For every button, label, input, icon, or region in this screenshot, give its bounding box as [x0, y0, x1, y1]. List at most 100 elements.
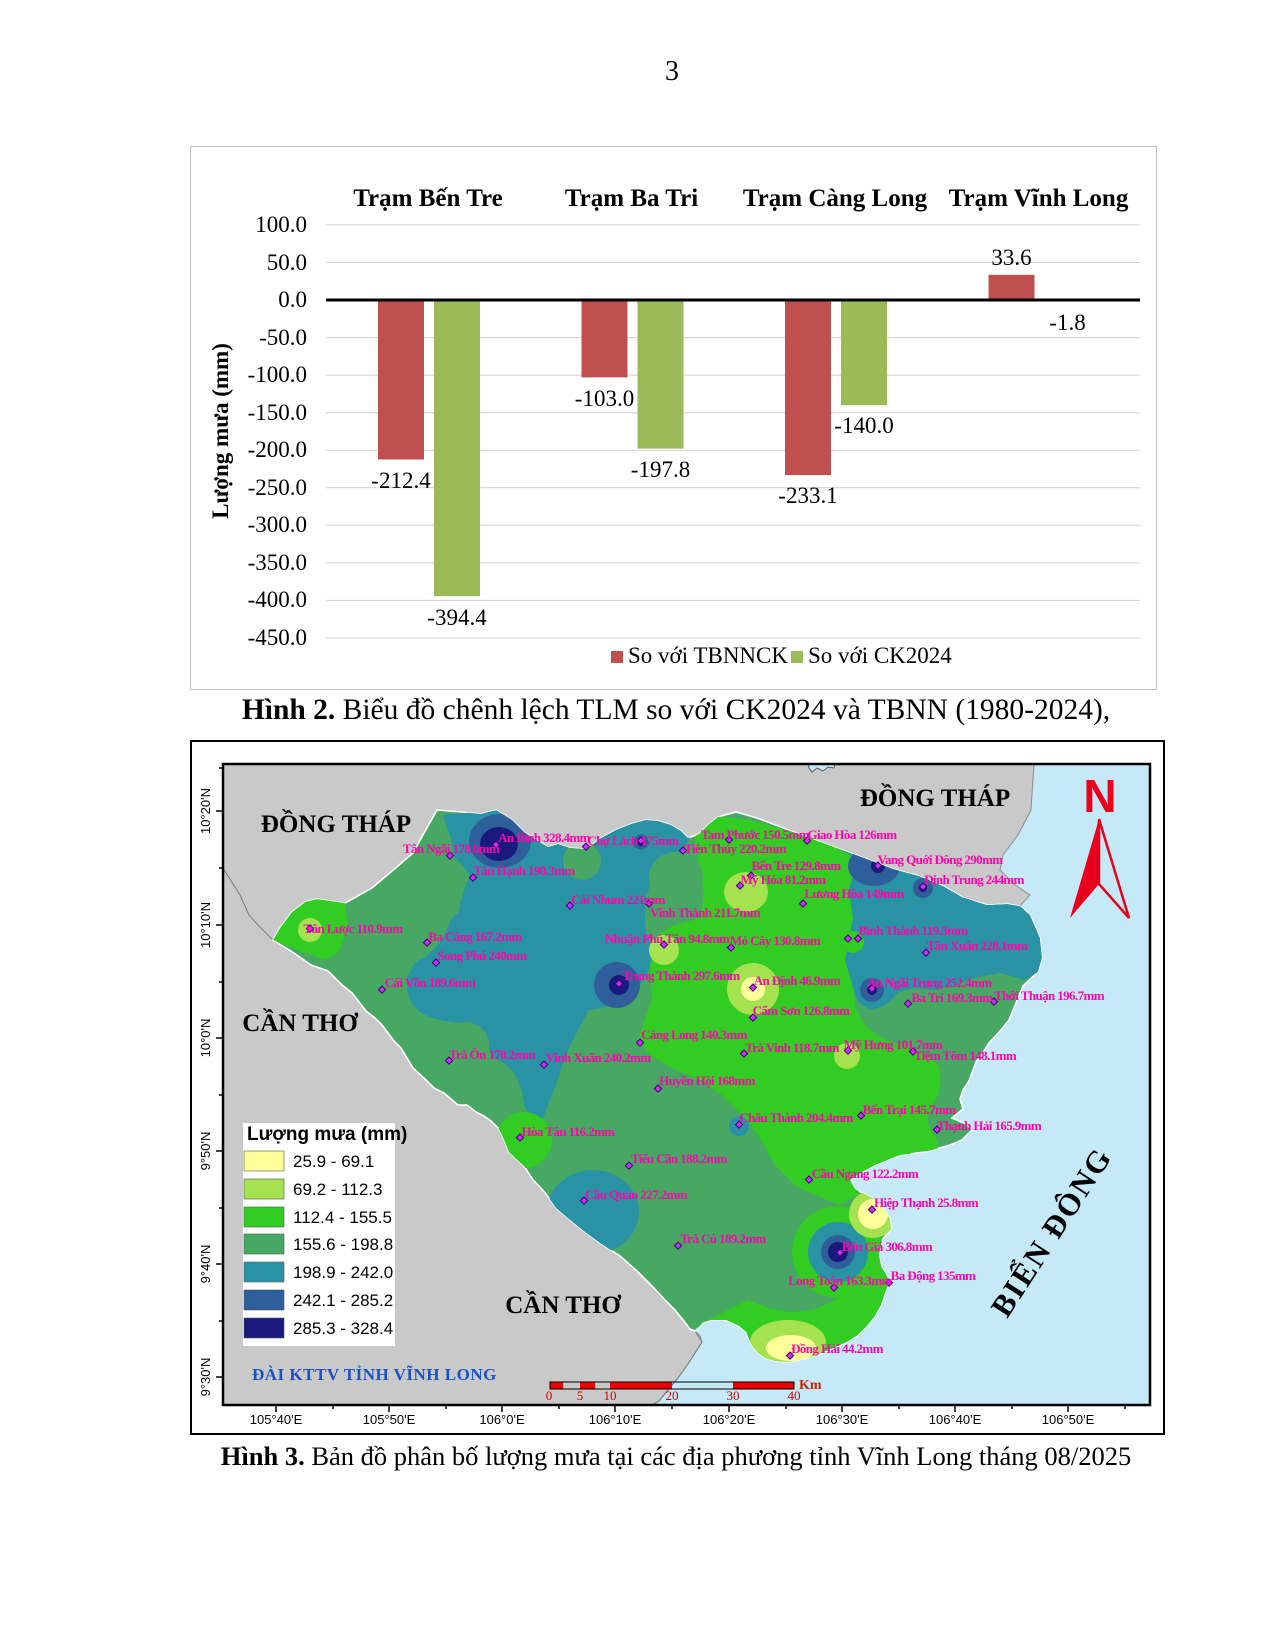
svg-text:Cái Nhum 221mm: Cái Nhum 221mm [571, 892, 665, 907]
svg-text:Ba Càng 167.2mm: Ba Càng 167.2mm [428, 929, 522, 944]
svg-text:Huyền Hội 168mm: Huyền Hội 168mm [659, 1073, 755, 1088]
svg-text:N: N [1083, 770, 1116, 822]
svg-text:5: 5 [577, 1388, 584, 1403]
svg-text:10°20'N: 10°20'N [198, 788, 213, 834]
svg-text:-400.0: -400.0 [248, 587, 307, 612]
svg-text:Cái Vồn 189.6mm: Cái Vồn 189.6mm [385, 975, 477, 990]
svg-text:Cầu Ngang 122.2mm: Cầu Ngang 122.2mm [812, 1166, 919, 1181]
svg-text:Thới Thuận 196.7mm: Thới Thuận 196.7mm [994, 988, 1105, 1003]
svg-text:An Bình 328.4mm: An Bình 328.4mm [498, 830, 591, 845]
svg-text:Giao Hòa 126mm: Giao Hòa 126mm [807, 827, 897, 842]
svg-text:Trạm Ba Tri: Trạm Ba Tri [565, 185, 698, 212]
svg-text:Bình Thành 119.3mm: Bình Thành 119.3mm [858, 923, 968, 938]
svg-text:106°30'E: 106°30'E [816, 1412, 869, 1427]
svg-text:ĐÀI KTTV TỈNH VĨNH LONG: ĐÀI KTTV TỈNH VĨNH LONG [252, 1365, 497, 1384]
svg-text:An Ngãi Trung 252.4mm: An Ngãi Trung 252.4mm [867, 975, 993, 990]
svg-text:Lương Hòa 149mm: Lương Hòa 149mm [804, 886, 904, 901]
svg-text:Ba Tri 169.3mm: Ba Tri 169.3mm [911, 990, 993, 1005]
svg-text:-212.4: -212.4 [371, 468, 431, 493]
svg-text:106°0'E: 106°0'E [479, 1412, 525, 1427]
svg-text:Km: Km [799, 1378, 822, 1393]
svg-text:Tân Ngãi 178.6mm: Tân Ngãi 178.6mm [403, 841, 500, 856]
svg-text:Lượng mưa (mm): Lượng mưa (mm) [247, 1124, 407, 1145]
svg-text:30: 30 [727, 1388, 740, 1403]
svg-text:Mỹ Hưng 101.7mm: Mỹ Hưng 101.7mm [844, 1037, 944, 1052]
svg-text:Bến Giá 306.8mm: Bến Giá 306.8mm [842, 1239, 933, 1254]
svg-text:Trà Cú 189.2mm: Trà Cú 189.2mm [680, 1231, 766, 1246]
svg-text:105°40'E: 105°40'E [250, 1412, 303, 1427]
svg-text:106°50'E: 106°50'E [1042, 1412, 1095, 1427]
svg-text:25.9 - 69.1: 25.9 - 69.1 [293, 1152, 374, 1171]
svg-text:106°10'E: 106°10'E [589, 1412, 642, 1427]
svg-text:Vang Quới Đông 290mm: Vang Quới Đông 290mm [877, 852, 1003, 867]
svg-text:Tân Lược 110.9mm: Tân Lược 110.9mm [304, 921, 404, 936]
svg-text:Cầu Quan 227.2mm: Cầu Quan 227.2mm [585, 1187, 688, 1202]
svg-text:242.1 - 285.2: 242.1 - 285.2 [293, 1291, 393, 1310]
svg-text:0: 0 [546, 1388, 553, 1403]
svg-text:Trạm Càng Long: Trạm Càng Long [743, 185, 928, 212]
svg-text:Mỏ Cày 130.8mm: Mỏ Cày 130.8mm [730, 933, 821, 948]
svg-text:-140.0: -140.0 [834, 413, 893, 438]
svg-text:106°40'E: 106°40'E [929, 1412, 982, 1427]
svg-text:Bến Trại 145.7mm: Bến Trại 145.7mm [863, 1102, 957, 1117]
svg-text:9°50'N: 9°50'N [198, 1132, 213, 1171]
svg-text:69.2 - 112.3: 69.2 - 112.3 [293, 1180, 382, 1199]
svg-text:0.0: 0.0 [278, 287, 307, 312]
svg-text:Định Trung 244mm: Định Trung 244mm [924, 872, 1024, 887]
svg-text:Trà Vinh 118.7mm: Trà Vinh 118.7mm [745, 1040, 840, 1055]
svg-text:CẦN THƠ: CẦN THƠ [505, 1290, 621, 1319]
svg-text:ĐỒNG THÁP: ĐỒNG THÁP [261, 809, 411, 838]
svg-text:-1.8: -1.8 [1049, 310, 1085, 335]
svg-text:Hòa Tân 116.2mm: Hòa Tân 116.2mm [522, 1124, 616, 1139]
svg-text:9°30'N: 9°30'N [198, 1358, 213, 1397]
svg-text:50.0: 50.0 [267, 250, 307, 275]
svg-text:Mỹ Hóa 81.2mm: Mỹ Hóa 81.2mm [741, 872, 827, 887]
svg-text:-197.8: -197.8 [631, 457, 690, 482]
svg-text:Tân Hạnh 190.3mm: Tân Hạnh 190.3mm [473, 863, 575, 878]
svg-text:20: 20 [666, 1388, 679, 1403]
svg-text:Bến Tre 129.8mm: Bến Tre 129.8mm [752, 858, 842, 873]
svg-text:-50.0: -50.0 [259, 325, 307, 350]
svg-text:10°10'N: 10°10'N [198, 902, 213, 948]
svg-text:Trà Ôn 170.2mm: Trà Ôn 170.2mm [449, 1047, 536, 1062]
svg-text:Cẩm Sơn 126.8mm: Cẩm Sơn 126.8mm [753, 1003, 851, 1018]
svg-text:Tiên Thủy 220.2mm: Tiên Thủy 220.2mm [684, 841, 786, 856]
svg-text:-300.0: -300.0 [248, 512, 307, 537]
svg-text:-450.0: -450.0 [248, 625, 307, 650]
svg-text:Tam Phước 150.5mm: Tam Phước 150.5mm [701, 827, 810, 842]
svg-text:CẦN THƠ: CẦN THƠ [242, 1008, 358, 1037]
svg-text:So với TBNNCK: So với TBNNCK [628, 643, 788, 668]
svg-text:106°20'E: 106°20'E [703, 1412, 756, 1427]
svg-text:155.6 - 198.8: 155.6 - 198.8 [293, 1235, 393, 1254]
svg-text:9°40'N: 9°40'N [198, 1245, 213, 1284]
svg-text:-350.0: -350.0 [248, 550, 307, 575]
svg-text:Chợ Lách 175mm: Chợ Lách 175mm [587, 833, 679, 848]
svg-text:Vĩnh Xuân 240.2mm: Vĩnh Xuân 240.2mm [545, 1050, 651, 1065]
svg-text:Trung Thành 297.6mm: Trung Thành 297.6mm [622, 968, 740, 983]
svg-text:285.3 - 328.4: 285.3 - 328.4 [293, 1319, 393, 1338]
svg-text:Trạm Vĩnh Long: Trạm Vĩnh Long [949, 185, 1129, 212]
svg-text:Đồng Hải 44.2mm: Đồng Hải 44.2mm [791, 1341, 884, 1356]
svg-text:10°0'N: 10°0'N [198, 1019, 213, 1058]
svg-text:Vĩnh Thành 211.7mm: Vĩnh Thành 211.7mm [650, 905, 761, 920]
svg-text:Hiệp Thạnh 25.8mm: Hiệp Thạnh 25.8mm [874, 1195, 979, 1210]
svg-text:10: 10 [604, 1388, 617, 1403]
svg-text:Nhuận Phú Tân 94.8mm: Nhuận Phú Tân 94.8mm [605, 931, 730, 946]
svg-text:33.6: 33.6 [991, 245, 1031, 270]
svg-text:198.9 - 242.0: 198.9 - 242.0 [293, 1263, 393, 1282]
svg-text:Thạnh Hải 165.9mm: Thạnh Hải 165.9mm [937, 1118, 1042, 1133]
svg-text:-233.1: -233.1 [778, 483, 837, 508]
svg-text:So với CK2024: So với CK2024 [808, 643, 952, 668]
svg-text:-100.0: -100.0 [248, 362, 307, 387]
svg-text:Long Toàn 163.3mm: Long Toàn 163.3mm [788, 1273, 892, 1288]
svg-text:An Định 46.9mm: An Định 46.9mm [754, 973, 841, 988]
svg-text:105°50'E: 105°50'E [363, 1412, 416, 1427]
svg-text:Tân Xuân 228.1mm: Tân Xuân 228.1mm [927, 938, 1028, 953]
svg-text:-200.0: -200.0 [248, 437, 307, 462]
svg-text:-103.0: -103.0 [575, 386, 634, 411]
svg-text:-150.0: -150.0 [248, 400, 307, 425]
svg-text:40: 40 [788, 1388, 801, 1403]
svg-text:-394.4: -394.4 [427, 605, 487, 630]
svg-text:Lượng mưa (mm): Lượng mưa (mm) [208, 343, 233, 519]
svg-text:112.4 - 155.5: 112.4 - 155.5 [293, 1208, 392, 1227]
